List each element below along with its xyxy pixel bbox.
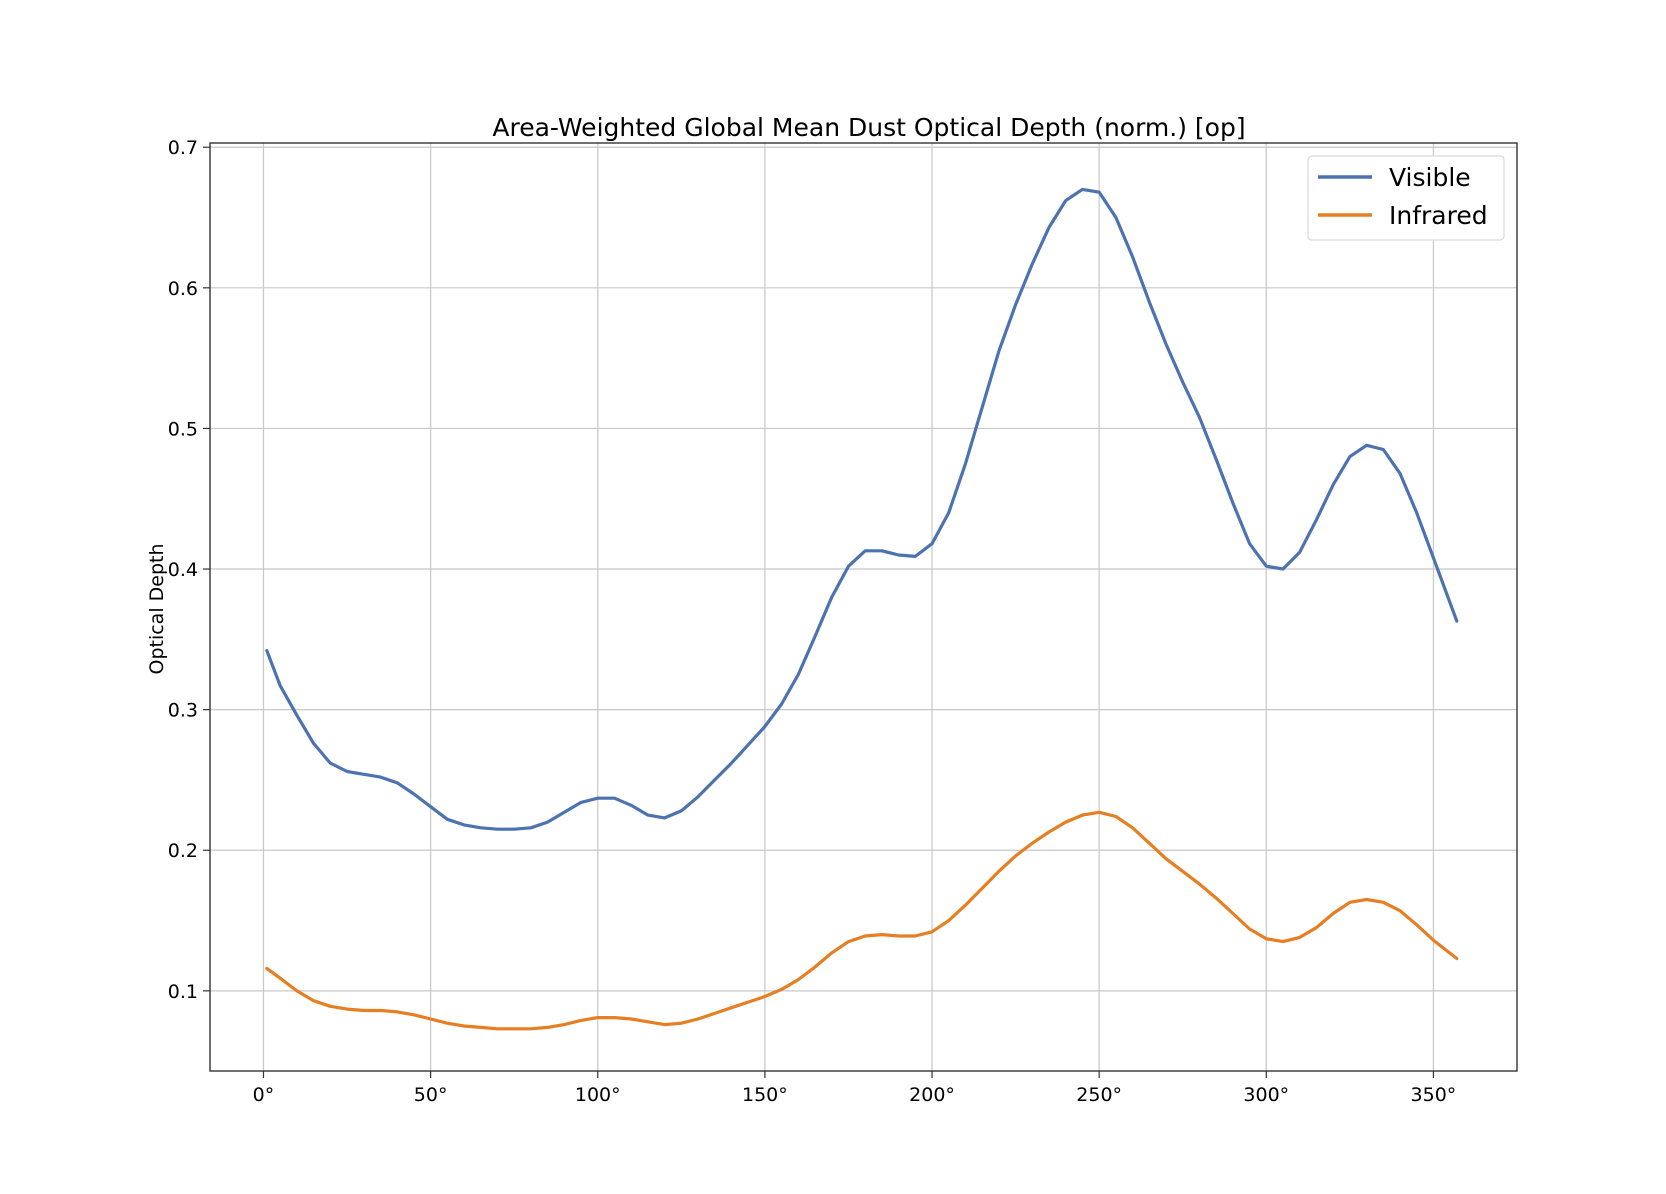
x-tick-label: 150° [742,1084,788,1106]
y-tick-label: 0.4 [168,559,198,581]
x-tick-label: 0° [253,1084,275,1106]
axes-frame [209,142,1518,1072]
legend-label-visible: Visible [1389,163,1471,192]
x-tick-label: 100° [575,1084,621,1106]
y-tick-label: 0.6 [168,278,198,300]
y-tick-label: 0.1 [168,981,198,1003]
chart-title: Area-Weighted Global Mean Dust Optical D… [492,113,1245,142]
legend: Visible Infrared [1307,155,1505,241]
y-tick-label: 0.5 [168,418,198,440]
y-tick-label: 0.7 [168,137,198,159]
grid-lines [210,143,1517,1071]
series-line-visible [265,187,1459,831]
series-lines [265,187,1459,1031]
series-line-infrared [265,810,1459,1031]
x-tick-label: 350° [1411,1084,1457,1106]
y-axis-label: Optical Depth [146,543,168,674]
x-tick-label: 300° [1243,1084,1289,1106]
legend-label-infrared: Infrared [1389,201,1488,230]
axis-ticks: 0° 50° 100° 150° 200° 250° 300° 350° 0.1 0.2 0.3 0.… [168,137,1457,1106]
x-tick-label: 250° [1076,1084,1122,1106]
y-tick-label: 0.3 [168,700,198,722]
x-tick-label: 50° [414,1084,448,1106]
y-tick-label: 0.2 [168,840,198,862]
x-tick-label: 200° [909,1084,955,1106]
